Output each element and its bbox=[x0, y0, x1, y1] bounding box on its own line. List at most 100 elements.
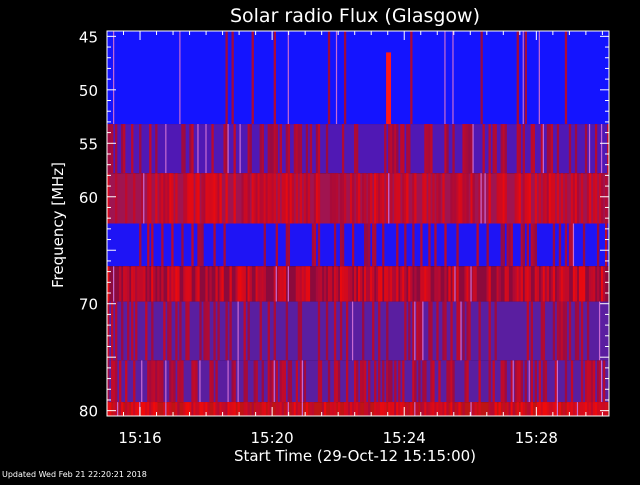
stripe bbox=[422, 266, 425, 302]
stripe bbox=[233, 360, 236, 403]
stripe bbox=[293, 124, 297, 174]
stripe bbox=[434, 266, 437, 302]
stripe bbox=[169, 173, 172, 224]
y-tick-label: 70 bbox=[79, 296, 98, 314]
stripe bbox=[496, 266, 499, 302]
stripe bbox=[313, 223, 317, 267]
stripe bbox=[530, 402, 533, 416]
stripe bbox=[337, 360, 341, 403]
stripe bbox=[185, 266, 188, 302]
stripe bbox=[400, 266, 403, 302]
stripe bbox=[161, 173, 164, 224]
stripe bbox=[177, 266, 180, 302]
stripe bbox=[287, 124, 291, 174]
stripe bbox=[115, 360, 118, 403]
stripe bbox=[199, 402, 202, 416]
stripe bbox=[500, 173, 503, 224]
stripe bbox=[558, 223, 562, 267]
stripe bbox=[219, 173, 222, 224]
stripe bbox=[392, 124, 395, 174]
stripe bbox=[438, 402, 441, 416]
stripe bbox=[434, 402, 437, 416]
stripe bbox=[396, 173, 399, 224]
stripe bbox=[428, 402, 431, 416]
stripe bbox=[133, 266, 136, 302]
stripe bbox=[113, 360, 116, 403]
stripe-highlight bbox=[141, 360, 143, 403]
stripe bbox=[456, 402, 459, 416]
stripe bbox=[305, 402, 309, 416]
stripe bbox=[542, 173, 546, 224]
stripe bbox=[512, 402, 515, 416]
stripe bbox=[534, 360, 538, 403]
stripe bbox=[167, 402, 170, 416]
stripe bbox=[175, 402, 178, 416]
stripe bbox=[183, 173, 186, 224]
stripe bbox=[524, 266, 527, 302]
stripe-highlight bbox=[227, 360, 229, 403]
stripe bbox=[446, 402, 449, 416]
stripe bbox=[604, 173, 608, 224]
stripe bbox=[416, 402, 419, 416]
stripe bbox=[163, 301, 166, 361]
stripe bbox=[514, 266, 517, 302]
stripe bbox=[271, 360, 274, 403]
stripe bbox=[185, 173, 188, 224]
stripe bbox=[516, 360, 519, 403]
stripe bbox=[428, 124, 431, 174]
stripe bbox=[594, 402, 598, 416]
stripe bbox=[544, 173, 548, 224]
stripe bbox=[554, 402, 558, 416]
stripe bbox=[418, 301, 421, 361]
stripe bbox=[283, 360, 287, 403]
stripe bbox=[548, 124, 552, 174]
stripe bbox=[544, 360, 548, 403]
stripe bbox=[588, 266, 592, 302]
stripe bbox=[550, 173, 554, 224]
stripe bbox=[430, 301, 433, 361]
stripe-highlight bbox=[556, 402, 558, 416]
stripe bbox=[494, 402, 497, 416]
stripe bbox=[482, 124, 485, 174]
stripe bbox=[121, 402, 124, 416]
stripe bbox=[207, 173, 210, 224]
stripe-highlight bbox=[414, 402, 416, 416]
stripe bbox=[203, 301, 206, 361]
stripe bbox=[592, 402, 596, 416]
stripe bbox=[374, 360, 377, 403]
stripe bbox=[526, 173, 529, 224]
stripe bbox=[486, 223, 489, 267]
stripe bbox=[522, 124, 525, 174]
stripe bbox=[293, 402, 297, 416]
stripe bbox=[251, 173, 254, 224]
stripe bbox=[233, 173, 236, 224]
stripe bbox=[231, 360, 234, 403]
stripe bbox=[135, 266, 138, 302]
stripe bbox=[175, 173, 178, 224]
stripe bbox=[343, 266, 347, 302]
stripe bbox=[355, 360, 359, 403]
stripe bbox=[157, 266, 160, 302]
stripe bbox=[400, 402, 403, 416]
stripe bbox=[464, 266, 467, 302]
stripe bbox=[341, 173, 345, 224]
stripe bbox=[462, 124, 465, 174]
stripe bbox=[303, 360, 307, 403]
stripe bbox=[199, 223, 202, 267]
stripe bbox=[131, 402, 134, 416]
stripe bbox=[159, 360, 162, 403]
stripe bbox=[147, 223, 150, 267]
stripe-highlight bbox=[143, 173, 145, 224]
stripe bbox=[231, 402, 234, 416]
stripe bbox=[486, 266, 489, 302]
stripe bbox=[269, 402, 272, 416]
stripe-highlight bbox=[470, 266, 472, 302]
stripe bbox=[530, 301, 533, 361]
stripe bbox=[255, 402, 258, 416]
stripe-highlight bbox=[472, 124, 474, 174]
stripe bbox=[478, 301, 481, 361]
stripe bbox=[560, 301, 564, 361]
stripe bbox=[225, 402, 228, 416]
stripe bbox=[305, 266, 309, 302]
stripe bbox=[576, 301, 580, 361]
